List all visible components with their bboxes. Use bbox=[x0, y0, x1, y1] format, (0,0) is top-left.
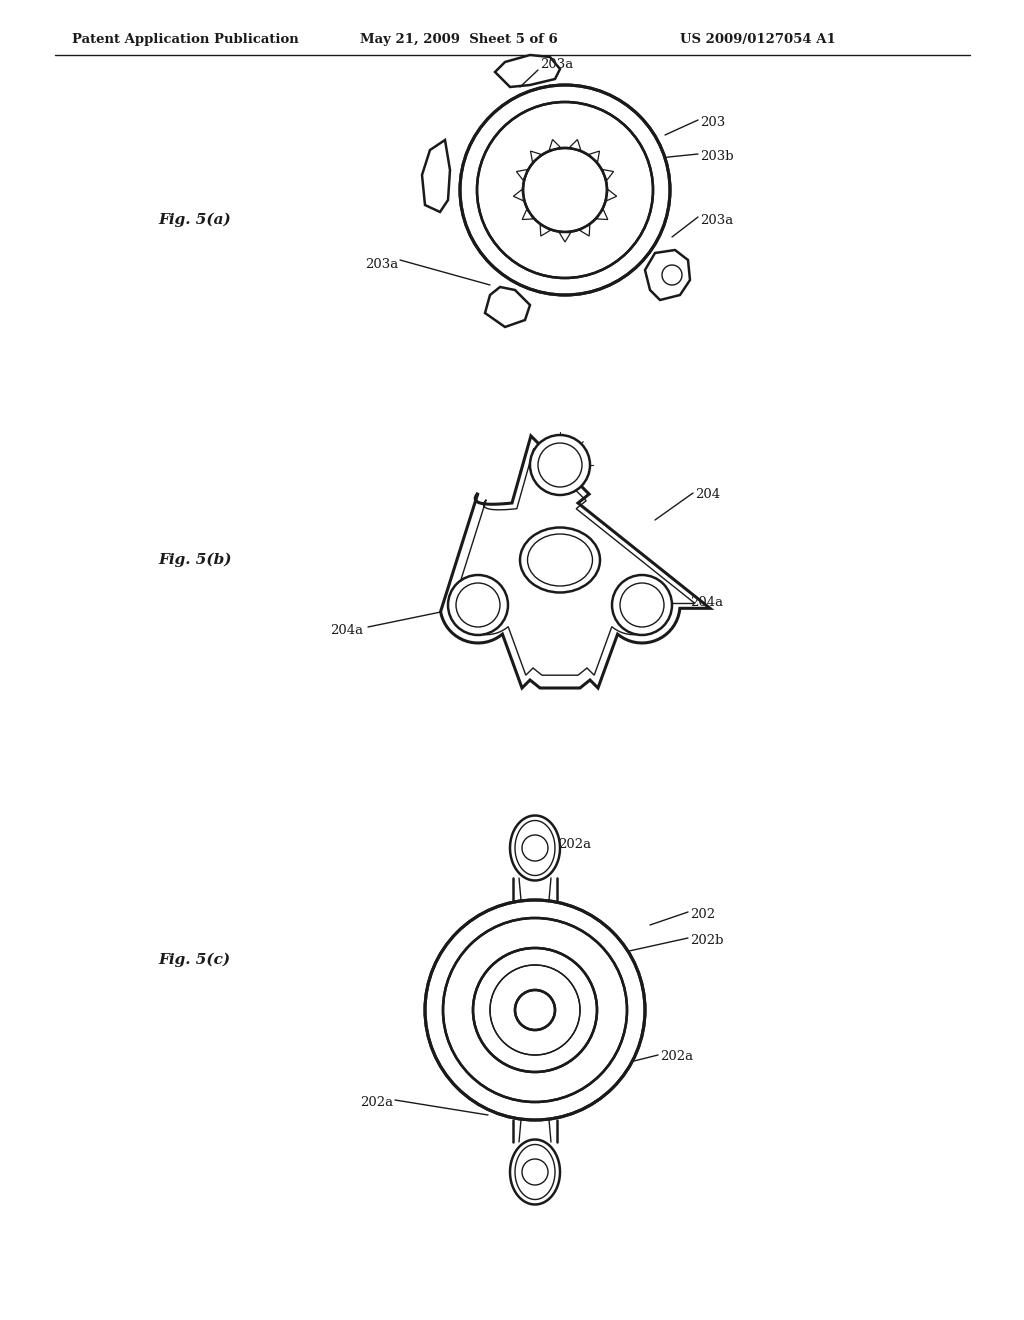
Text: 203: 203 bbox=[700, 116, 725, 129]
Text: 202b: 202b bbox=[690, 933, 724, 946]
Polygon shape bbox=[516, 169, 527, 181]
Circle shape bbox=[473, 948, 597, 1072]
Polygon shape bbox=[495, 55, 560, 87]
Circle shape bbox=[522, 836, 548, 861]
Text: 204a: 204a bbox=[330, 623, 364, 636]
Polygon shape bbox=[597, 210, 608, 219]
Text: 203a: 203a bbox=[365, 259, 398, 272]
Polygon shape bbox=[510, 816, 560, 880]
Text: 204a: 204a bbox=[690, 595, 723, 609]
Polygon shape bbox=[485, 286, 530, 327]
Circle shape bbox=[522, 1159, 548, 1185]
Text: 202a: 202a bbox=[660, 1051, 693, 1064]
Circle shape bbox=[530, 436, 590, 495]
Polygon shape bbox=[549, 140, 560, 150]
Circle shape bbox=[515, 990, 555, 1030]
Text: US 2009/0127054 A1: US 2009/0127054 A1 bbox=[680, 33, 836, 46]
Text: 202a: 202a bbox=[558, 838, 591, 851]
Circle shape bbox=[449, 576, 508, 635]
Text: 202a: 202a bbox=[360, 1097, 393, 1110]
Text: 204a: 204a bbox=[543, 441, 577, 454]
Polygon shape bbox=[603, 169, 613, 181]
Polygon shape bbox=[606, 190, 616, 201]
Circle shape bbox=[490, 965, 580, 1055]
Polygon shape bbox=[440, 436, 710, 688]
Circle shape bbox=[443, 917, 627, 1102]
Circle shape bbox=[662, 265, 682, 285]
Polygon shape bbox=[645, 249, 690, 300]
Polygon shape bbox=[589, 150, 599, 162]
Text: 203a: 203a bbox=[540, 58, 573, 71]
Ellipse shape bbox=[520, 528, 600, 593]
Polygon shape bbox=[580, 226, 590, 236]
Circle shape bbox=[477, 102, 653, 279]
Circle shape bbox=[523, 148, 607, 232]
Circle shape bbox=[460, 84, 670, 294]
Polygon shape bbox=[530, 150, 541, 162]
Polygon shape bbox=[513, 190, 523, 201]
Text: Patent Application Publication: Patent Application Publication bbox=[72, 33, 299, 46]
Circle shape bbox=[425, 900, 645, 1119]
Text: 202: 202 bbox=[690, 908, 715, 921]
Text: 203a: 203a bbox=[700, 214, 733, 227]
Text: Fig. 5(c): Fig. 5(c) bbox=[158, 953, 230, 968]
Polygon shape bbox=[569, 140, 581, 150]
Text: Fig. 5(a): Fig. 5(a) bbox=[158, 213, 230, 227]
Polygon shape bbox=[540, 226, 550, 236]
Text: Fig. 5(b): Fig. 5(b) bbox=[158, 553, 231, 568]
Polygon shape bbox=[559, 232, 570, 242]
Polygon shape bbox=[522, 210, 534, 219]
Text: 204: 204 bbox=[695, 488, 720, 502]
Polygon shape bbox=[422, 140, 450, 213]
Text: May 21, 2009  Sheet 5 of 6: May 21, 2009 Sheet 5 of 6 bbox=[360, 33, 558, 46]
Text: 203b: 203b bbox=[700, 150, 733, 164]
Polygon shape bbox=[510, 1139, 560, 1204]
Circle shape bbox=[612, 576, 672, 635]
